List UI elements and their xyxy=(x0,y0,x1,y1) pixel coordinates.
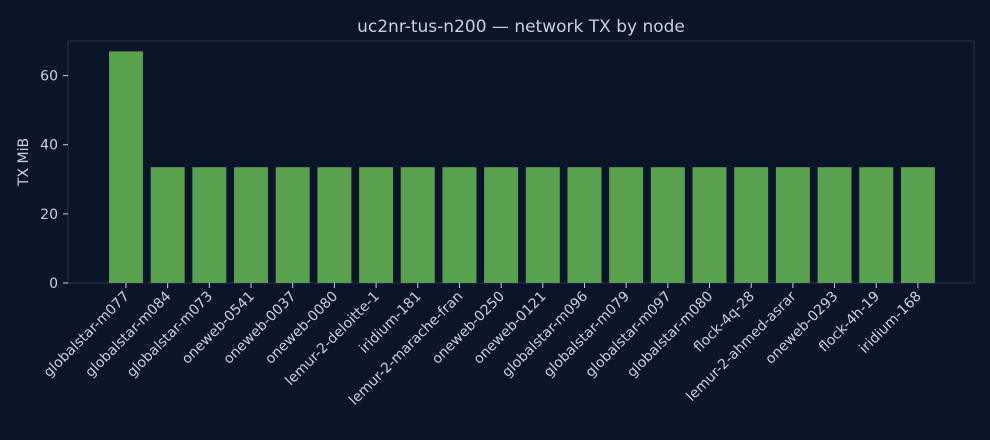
bar-oneweb-0293 xyxy=(817,167,852,283)
bar-iridium-168 xyxy=(900,167,935,283)
bar-lemur-2-ahmed-asrar xyxy=(775,167,810,283)
bar-globalstar-m097 xyxy=(650,167,685,283)
bar-oneweb-0121 xyxy=(525,167,560,283)
bar-flock-4h-19 xyxy=(859,167,894,283)
bar-lemur-2-marache-fran xyxy=(442,167,477,283)
bar-globalstar-m084 xyxy=(150,167,185,283)
bar-globalstar-m079 xyxy=(609,167,644,283)
bar-lemur-2-deloitte-1 xyxy=(359,167,394,283)
bar-globalstar-m096 xyxy=(567,167,602,283)
bar-globalstar-m077 xyxy=(109,51,143,284)
bar-group xyxy=(109,51,935,284)
bar-globalstar-m073 xyxy=(192,167,227,283)
bar-oneweb-0541 xyxy=(234,167,269,283)
bar-iridium-181 xyxy=(400,167,435,283)
y-tick-label: 60 xyxy=(40,69,58,85)
bar-flock-4q-28 xyxy=(734,167,769,283)
chart-title: uc2nr-tus-n200 — network TX by node xyxy=(357,17,685,37)
y-axis: 0 20 40 60 xyxy=(40,69,68,292)
bar-globalstar-m080 xyxy=(692,167,727,283)
bar-oneweb-0250 xyxy=(484,167,519,283)
y-tick-label: 20 xyxy=(40,207,58,223)
bar-oneweb-0037 xyxy=(275,167,310,283)
y-axis-label: TX MiB xyxy=(16,138,32,187)
y-tick-label: 40 xyxy=(40,138,58,154)
bar-oneweb-0080 xyxy=(317,167,352,283)
plot-frame xyxy=(67,40,975,284)
y-tick-label: 0 xyxy=(49,276,58,292)
